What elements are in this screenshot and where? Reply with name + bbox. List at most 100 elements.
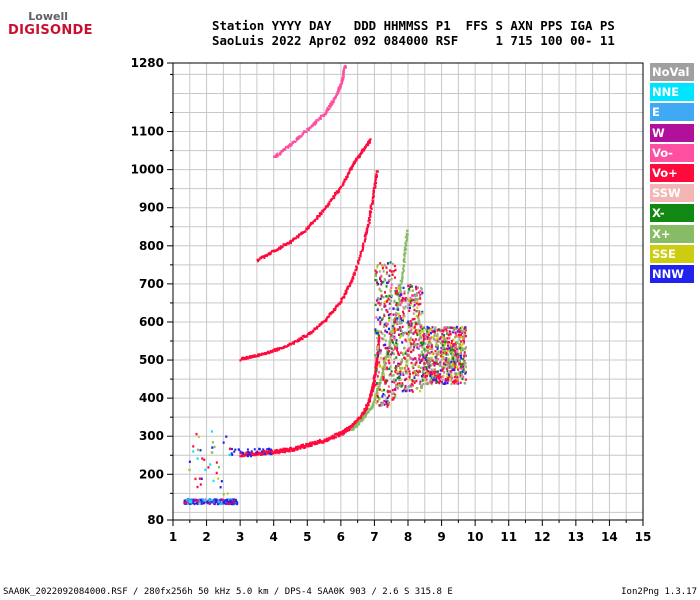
spread-echo	[385, 397, 388, 400]
spread-echo	[374, 278, 377, 282]
spread-echo	[384, 291, 387, 294]
echo-point	[356, 419, 359, 422]
echo-point	[301, 337, 304, 341]
spread-echo	[396, 322, 399, 325]
echo-point	[268, 452, 271, 455]
spread-echo	[404, 369, 407, 372]
spread-echo	[390, 374, 393, 377]
echo-point	[291, 239, 294, 242]
spread-echo	[388, 345, 391, 349]
spread-echo	[392, 348, 395, 352]
spread-echo	[447, 379, 450, 382]
spread-echo	[439, 341, 442, 345]
spread-echo	[397, 302, 400, 305]
spread-echo	[451, 380, 454, 384]
spread-echo	[451, 348, 454, 351]
spread-echo	[375, 316, 378, 319]
spread-echo	[383, 403, 386, 406]
spread-echo	[411, 318, 414, 321]
spread-echo	[430, 368, 433, 372]
spread-echo	[403, 292, 406, 295]
echo-point	[362, 417, 365, 420]
spread-echo	[391, 273, 394, 276]
e-layer-echo	[208, 502, 211, 505]
spread-echo	[441, 353, 444, 356]
spread-echo	[420, 353, 423, 356]
spread-echo	[391, 335, 394, 338]
echo-point	[239, 450, 242, 453]
echo-point	[369, 205, 372, 208]
spread-echo	[375, 382, 378, 385]
spread-echo	[418, 322, 421, 325]
spread-echo	[456, 359, 459, 362]
spread-echo	[386, 330, 389, 334]
spread-echo	[409, 302, 412, 306]
low-echo	[195, 432, 198, 436]
echo-point	[285, 243, 288, 246]
spread-echo	[388, 332, 391, 335]
spread-echo	[415, 302, 418, 305]
e-layer-echo	[206, 501, 209, 504]
spread-echo	[383, 277, 386, 281]
echo-point	[362, 415, 365, 418]
spread-echo	[459, 353, 462, 357]
echo-point	[281, 245, 284, 248]
spread-echo	[450, 357, 453, 360]
echo-point	[231, 453, 234, 456]
low-echo	[201, 457, 204, 460]
echo-point	[332, 437, 335, 440]
spread-echo	[436, 332, 439, 336]
spread-echo	[447, 353, 450, 356]
spread-echo	[420, 286, 423, 290]
echo-point	[265, 450, 268, 454]
spread-echo	[458, 363, 461, 366]
echo-point	[397, 306, 400, 310]
spread-echo	[386, 390, 389, 394]
spread-echo	[420, 341, 423, 345]
spread-echo	[452, 352, 455, 355]
echo-point	[374, 178, 377, 181]
spread-echo	[399, 370, 402, 374]
spread-echo	[401, 360, 404, 363]
spread-echo	[424, 367, 427, 370]
spread-echo	[382, 401, 385, 404]
low-echo	[207, 466, 210, 469]
spread-echo	[453, 375, 456, 379]
echo-point	[363, 409, 366, 413]
echo-point	[388, 343, 391, 346]
echo-point	[358, 423, 361, 426]
echo-point	[370, 207, 373, 210]
spread-echo	[404, 299, 407, 302]
spread-echo	[446, 347, 449, 351]
spread-echo	[461, 336, 464, 340]
spread-echo	[374, 328, 377, 331]
spread-echo	[454, 359, 457, 362]
echo-point	[342, 180, 345, 184]
spread-echo	[459, 375, 462, 379]
spread-echo	[401, 366, 404, 370]
spread-echo	[451, 361, 454, 364]
e-layer-echo	[215, 500, 218, 504]
spread-echo	[386, 271, 389, 274]
spread-echo	[459, 347, 462, 350]
spread-echo	[455, 356, 458, 360]
spread-echo	[388, 307, 391, 310]
echo-point	[358, 417, 361, 420]
echo-point	[316, 325, 319, 329]
spread-echo	[401, 383, 404, 387]
spread-echo	[417, 338, 420, 341]
spread-echo	[375, 354, 378, 358]
spread-echo	[383, 313, 386, 316]
spread-echo	[401, 389, 404, 393]
spread-echo	[415, 298, 418, 301]
spread-echo	[414, 322, 417, 326]
low-echo	[209, 463, 212, 466]
spread-echo	[464, 372, 467, 375]
echo-point	[318, 438, 321, 442]
spread-echo	[406, 298, 409, 301]
spread-echo	[425, 355, 428, 358]
spread-echo	[420, 350, 423, 354]
polarization-legend: NoVal NNE E W Vo- Vo+ SSW X- X+ SSE NNW	[650, 63, 694, 285]
echo-point	[372, 189, 375, 192]
